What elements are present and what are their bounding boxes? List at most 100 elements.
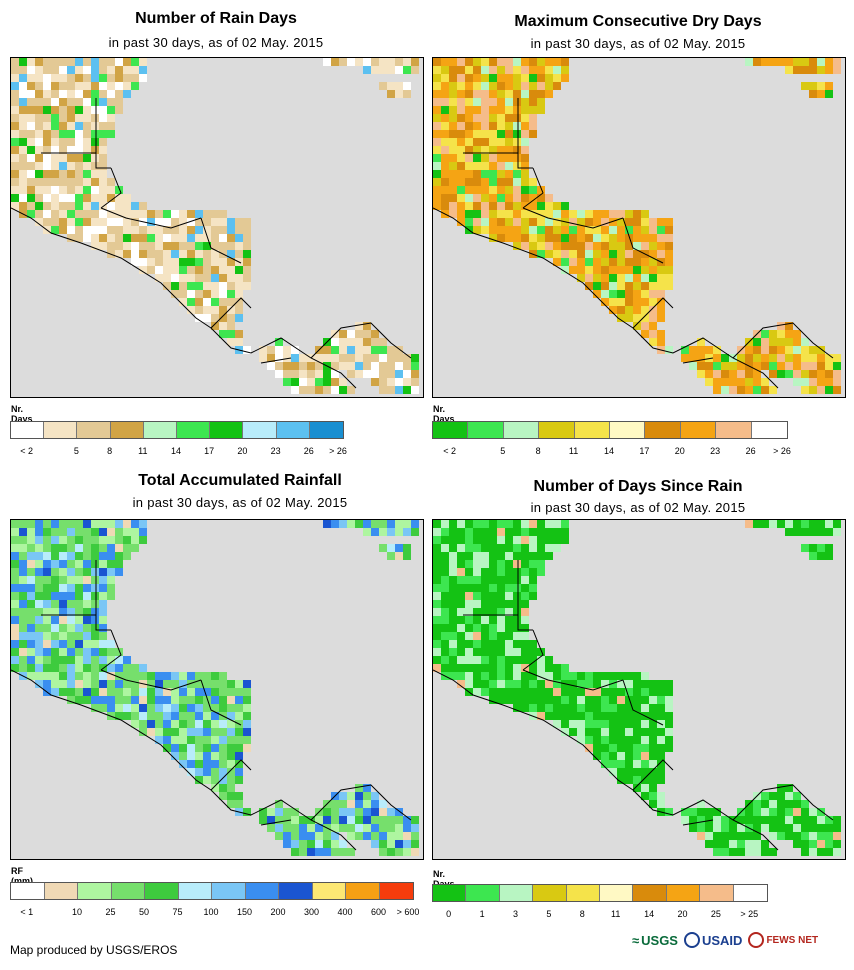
grid-cell	[363, 330, 371, 338]
grid-cell	[441, 592, 449, 600]
grid-cell	[11, 584, 19, 592]
grid-cell	[227, 218, 235, 226]
grid-cell	[131, 82, 139, 90]
grid-cell	[75, 82, 83, 90]
grid-cell	[115, 648, 123, 656]
grid-cell	[521, 234, 529, 242]
grid-cell	[51, 672, 59, 680]
grid-cell	[27, 154, 35, 162]
grid-cell	[617, 218, 625, 226]
grid-cell	[59, 632, 67, 640]
grid-cell	[243, 712, 251, 720]
grid-cell	[641, 258, 649, 266]
grid-cell	[155, 274, 163, 282]
grid-cell	[19, 82, 27, 90]
grid-cell	[529, 242, 537, 250]
grid-cell	[817, 362, 825, 370]
grid-cell	[19, 162, 27, 170]
grid-cell	[19, 608, 27, 616]
grid-cell	[59, 138, 67, 146]
grid-cell	[569, 720, 577, 728]
grid-cell	[115, 664, 123, 672]
grid-cell	[43, 560, 51, 568]
grid-cell	[59, 74, 67, 82]
grid-cell	[721, 840, 729, 848]
grid-cell	[339, 520, 347, 528]
country-border	[210, 297, 252, 329]
grid-cell	[449, 58, 457, 66]
grid-cell	[641, 218, 649, 226]
grid-cell	[529, 648, 537, 656]
grid-cell	[107, 58, 115, 66]
grid-cell	[625, 258, 633, 266]
grid-cell	[617, 298, 625, 306]
grid-cell	[123, 74, 131, 82]
legend-ticks: 0 1 3 5 8 11 14 20 25 > 25	[432, 909, 766, 921]
grid-cell	[35, 194, 43, 202]
grid-cell	[67, 696, 75, 704]
grid-cell	[633, 226, 641, 234]
grid-cell	[171, 274, 179, 282]
grid-cell	[577, 250, 585, 258]
panel-subtitle: in past 30 days, as of 02 May. 2015	[108, 35, 324, 50]
grid-cell	[481, 66, 489, 74]
grid-cell	[99, 568, 107, 576]
grid-cell	[577, 712, 585, 720]
grid-cell	[91, 584, 99, 592]
grid-cell	[457, 568, 465, 576]
grid-cell	[809, 552, 817, 560]
grid-cell	[339, 800, 347, 808]
grid-cell	[529, 560, 537, 568]
grid-cell	[51, 130, 59, 138]
grid-cell	[489, 226, 497, 234]
grid-cell	[537, 226, 545, 234]
grid-cell	[195, 234, 203, 242]
grid-cell	[43, 600, 51, 608]
grid-cell	[777, 322, 785, 330]
grid-cell	[513, 568, 521, 576]
grid-cell	[561, 74, 569, 82]
grid-cell	[363, 354, 371, 362]
grid-cell	[27, 202, 35, 210]
grid-cell	[75, 632, 83, 640]
grid-cell	[203, 242, 211, 250]
grid-cell	[51, 680, 59, 688]
grid-cell	[123, 226, 131, 234]
grid-cell	[195, 736, 203, 744]
grid-cell	[91, 90, 99, 98]
grid-cell	[505, 130, 513, 138]
grid-cell	[211, 784, 219, 792]
grid-cell	[235, 330, 243, 338]
grid-cell	[67, 640, 75, 648]
grid-cell	[371, 832, 379, 840]
grid-cell	[83, 680, 91, 688]
grid-cell	[489, 640, 497, 648]
map-canvas	[433, 520, 841, 856]
grid-cell	[35, 98, 43, 106]
grid-cell	[433, 568, 441, 576]
legend-swatch	[574, 422, 610, 438]
grid-cell	[187, 768, 195, 776]
grid-cell	[235, 266, 243, 274]
grid-cell	[553, 712, 561, 720]
grid-cell	[67, 624, 75, 632]
grid-cell	[481, 632, 489, 640]
legend-tick-label: 20	[677, 909, 688, 919]
grid-cell	[433, 162, 441, 170]
grid-cell	[243, 218, 251, 226]
grid-cell	[11, 656, 19, 664]
grid-cell	[107, 122, 115, 130]
grid-cell	[513, 704, 521, 712]
grid-cell	[371, 824, 379, 832]
grid-cell	[211, 274, 219, 282]
grid-cell	[657, 234, 665, 242]
legend-title: Nr. Days	[11, 404, 33, 424]
map-total-rainfall	[10, 519, 424, 860]
grid-cell	[593, 282, 601, 290]
grid-cell	[553, 226, 561, 234]
grid-cell	[577, 274, 585, 282]
grid-cell	[387, 824, 395, 832]
grid-cell	[457, 592, 465, 600]
grid-cell	[19, 624, 27, 632]
grid-cell	[649, 704, 657, 712]
